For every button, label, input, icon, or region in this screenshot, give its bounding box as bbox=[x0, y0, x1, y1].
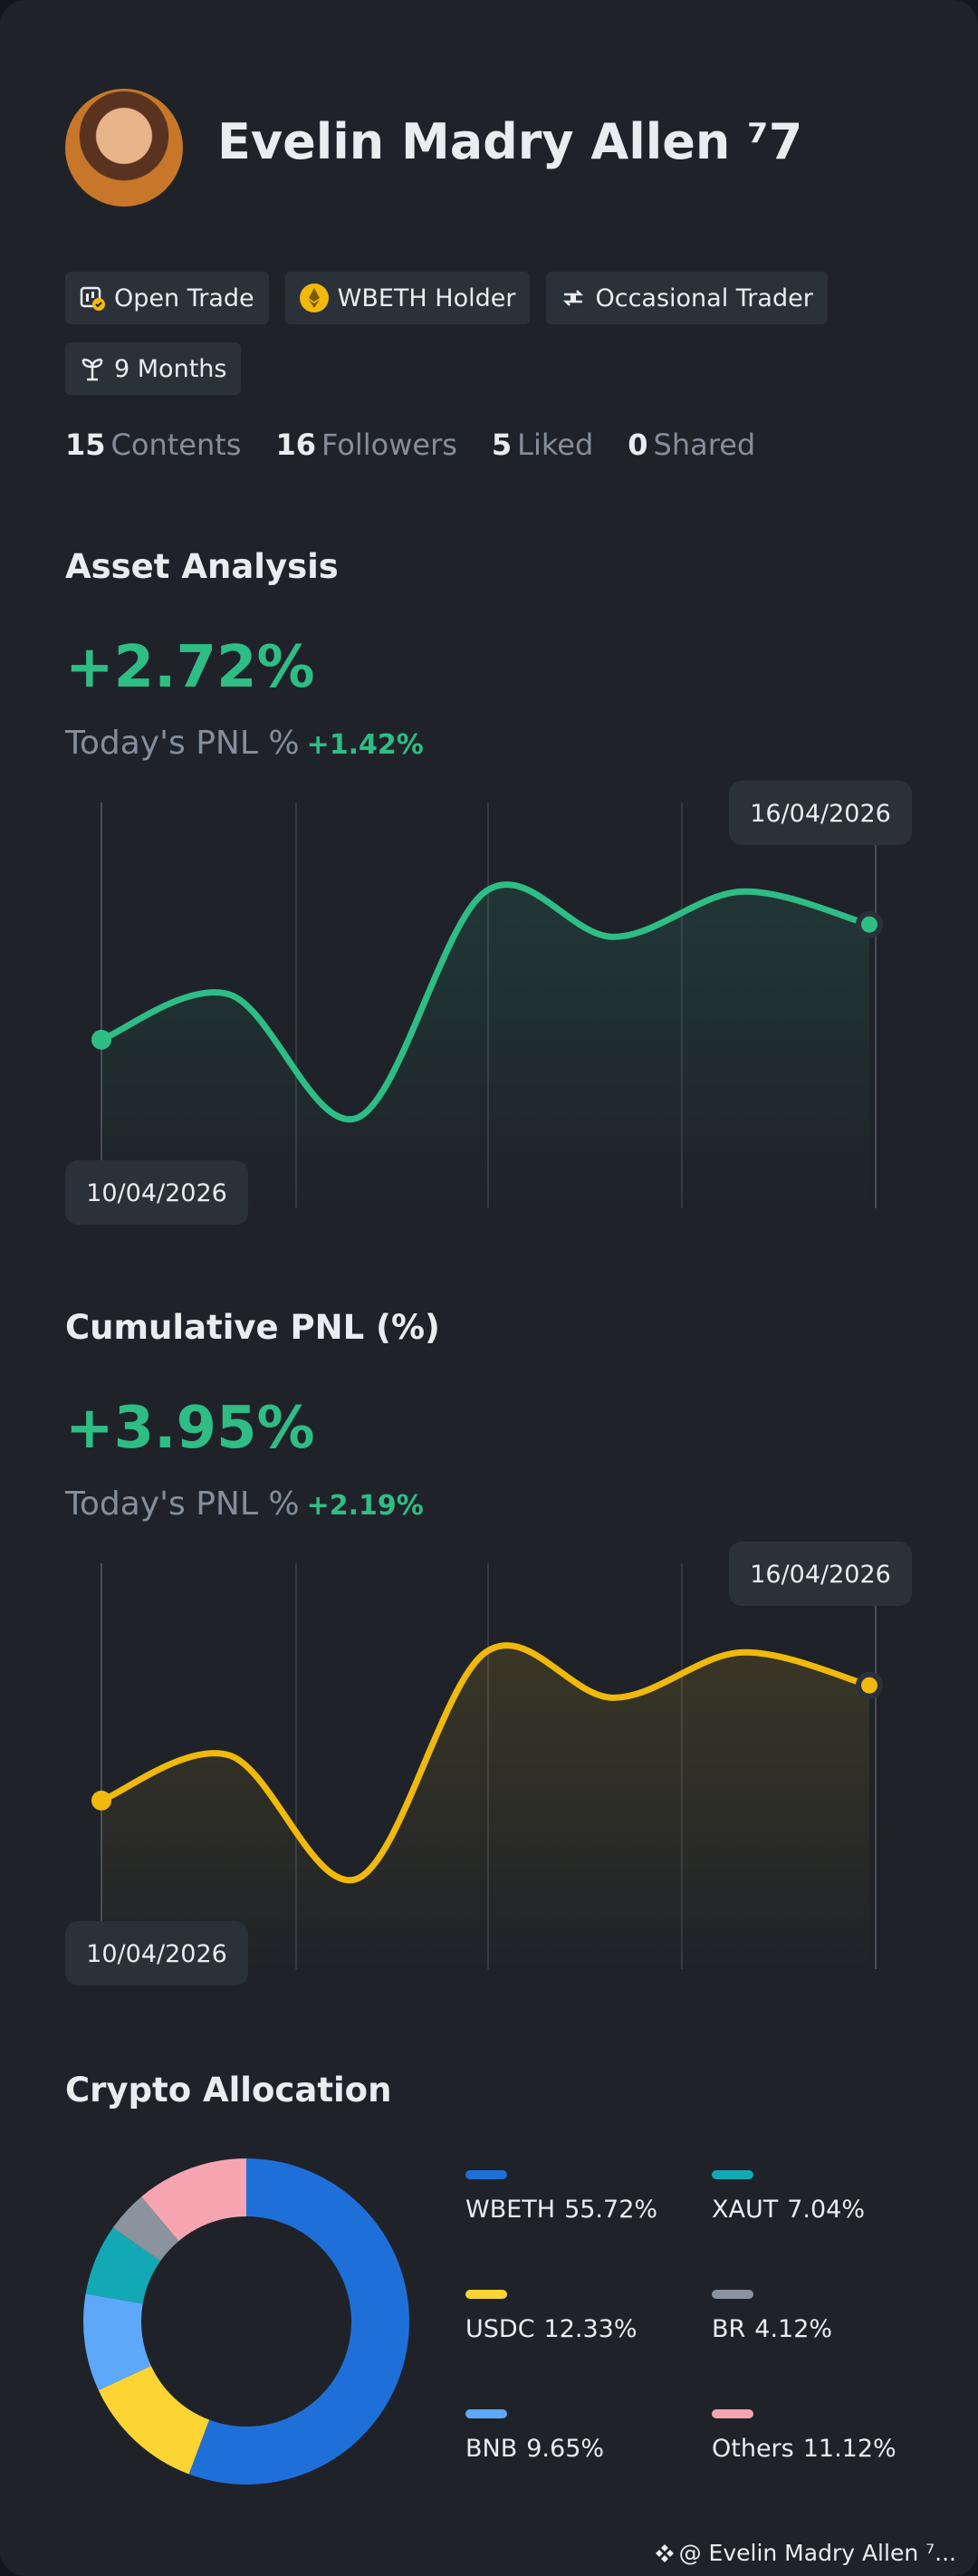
legend-swatch bbox=[465, 2170, 507, 2179]
logo-icon bbox=[655, 2544, 674, 2562]
tag-text: 9 Months bbox=[114, 354, 227, 383]
legend-swatch bbox=[712, 2170, 753, 2179]
pnl-value: +2.19% bbox=[306, 1490, 424, 1522]
legend-item: XAUT 7.04% bbox=[712, 2170, 865, 2224]
tooltip-box bbox=[729, 781, 912, 845]
donut-segment bbox=[83, 2293, 151, 2390]
donut-segment bbox=[98, 2365, 210, 2475]
legend-item: BR 4.12% bbox=[712, 2290, 832, 2343]
pnl-value: +1.42% bbox=[306, 729, 424, 761]
legend-value: 4.12% bbox=[754, 2315, 833, 2343]
legend-name: BR bbox=[712, 2315, 746, 2343]
legend-item: USDC 12.33% bbox=[465, 2290, 638, 2343]
line bbox=[98, 1642, 873, 1884]
tag-text: Occasional Trader bbox=[595, 284, 813, 312]
change-value: +3.95% bbox=[65, 1395, 315, 1462]
stat[interactable]: 0 Shared bbox=[628, 428, 755, 462]
stat-label: Contents bbox=[110, 428, 242, 462]
open-trade-icon bbox=[80, 286, 105, 311]
legend-swatch bbox=[712, 2409, 753, 2418]
end-dot bbox=[861, 1677, 877, 1694]
stats: 15 Contents 16 Followers 5 Liked 0 Shared bbox=[65, 428, 755, 462]
area bbox=[101, 884, 869, 1208]
tooltip-box bbox=[729, 1542, 912, 1606]
pnl-row: Today's PNL % +2.19% bbox=[65, 1485, 424, 1523]
stat[interactable]: 5 Liked bbox=[492, 428, 593, 462]
line bbox=[98, 881, 873, 1123]
wbeth-icon bbox=[299, 284, 329, 312]
start-label-box bbox=[65, 1921, 248, 1985]
pnl-row: Today's PNL % +1.42% bbox=[65, 725, 424, 762]
user-name: Evelin Madry Allen ⁷7 bbox=[217, 113, 803, 170]
area bbox=[101, 1645, 869, 1969]
stat[interactable]: 15 Contents bbox=[65, 428, 241, 462]
pnl-label: Today's PNL % bbox=[65, 725, 300, 762]
legend-value: 12.33% bbox=[543, 2315, 638, 2343]
stat-value: 15 bbox=[65, 428, 106, 462]
legend-value: 55.72% bbox=[564, 2196, 658, 2224]
legend-name: Others bbox=[712, 2435, 794, 2463]
legend-name: XAUT bbox=[712, 2196, 779, 2224]
legend-item: WBETH 55.72% bbox=[465, 2170, 657, 2224]
footer-watermark: @ Evelin Madry Allen ⁷... bbox=[654, 2540, 956, 2566]
legend-swatch bbox=[712, 2290, 753, 2299]
tooltip-date: 16/04/2026 bbox=[750, 1561, 891, 1589]
legend-name: USDC bbox=[465, 2315, 535, 2343]
change-value: +2.72% bbox=[65, 634, 315, 701]
footer-text: @ Evelin Madry Allen ⁷... bbox=[678, 2540, 956, 2566]
trader-icon bbox=[563, 290, 584, 306]
tag: WBETH Holder bbox=[284, 272, 531, 324]
avatar[interactable] bbox=[65, 89, 183, 207]
stat-value: 16 bbox=[275, 428, 316, 462]
start-dot bbox=[91, 1790, 111, 1811]
donut-segment bbox=[112, 2196, 179, 2262]
cumulative-chart: 16/04/2026 10/04/2026 bbox=[65, 1542, 912, 1985]
donut-segment bbox=[188, 2158, 410, 2485]
stat-value: 5 bbox=[491, 428, 513, 462]
section-title: Cumulative PNL (%) bbox=[65, 1308, 440, 1347]
legend-value: 11.12% bbox=[802, 2435, 896, 2463]
pnl-label: Today's PNL % bbox=[65, 1485, 300, 1523]
tag: Occasional Trader bbox=[546, 272, 828, 324]
legend-value: 7.04% bbox=[787, 2196, 866, 2224]
stat-label: Shared bbox=[653, 428, 756, 462]
start-label-box bbox=[65, 1160, 248, 1225]
asset-chart: 16/04/2026 10/04/2026 bbox=[65, 781, 912, 1225]
legend-name: BNB bbox=[465, 2435, 518, 2463]
section-title: Crypto Allocation bbox=[65, 2071, 392, 2110]
legend-swatch bbox=[465, 2290, 507, 2299]
start-date: 10/04/2026 bbox=[86, 1940, 227, 1968]
tag: 9 Months bbox=[65, 342, 242, 395]
start-date: 10/04/2026 bbox=[86, 1179, 227, 1207]
donut-chart bbox=[83, 2158, 410, 2485]
section-title: Asset Analysis bbox=[65, 547, 339, 586]
stat-label: Followers bbox=[321, 428, 457, 462]
donut-segment bbox=[141, 2158, 246, 2242]
legend-value: 9.65% bbox=[526, 2435, 605, 2463]
tag: Open Trade bbox=[65, 272, 269, 324]
donut-segment bbox=[85, 2227, 161, 2304]
end-dot bbox=[861, 916, 877, 933]
tag-text: Open Trade bbox=[114, 284, 254, 312]
legend-item: BNB 9.65% bbox=[465, 2409, 604, 2463]
legend-item: Others 11.12% bbox=[712, 2409, 896, 2463]
stat-value: 0 bbox=[628, 428, 648, 462]
legend-swatch bbox=[465, 2409, 507, 2418]
stat-label: Liked bbox=[517, 428, 594, 462]
sprout-icon bbox=[82, 358, 103, 381]
start-dot bbox=[91, 1029, 111, 1050]
stat[interactable]: 16 Followers bbox=[275, 428, 456, 462]
tag-list: Open Trade WBETH Holder Occasional Trade… bbox=[65, 272, 935, 395]
tag-text: WBETH Holder bbox=[337, 284, 516, 312]
legend-name: WBETH bbox=[465, 2196, 556, 2224]
tooltip-date: 16/04/2026 bbox=[750, 800, 891, 828]
